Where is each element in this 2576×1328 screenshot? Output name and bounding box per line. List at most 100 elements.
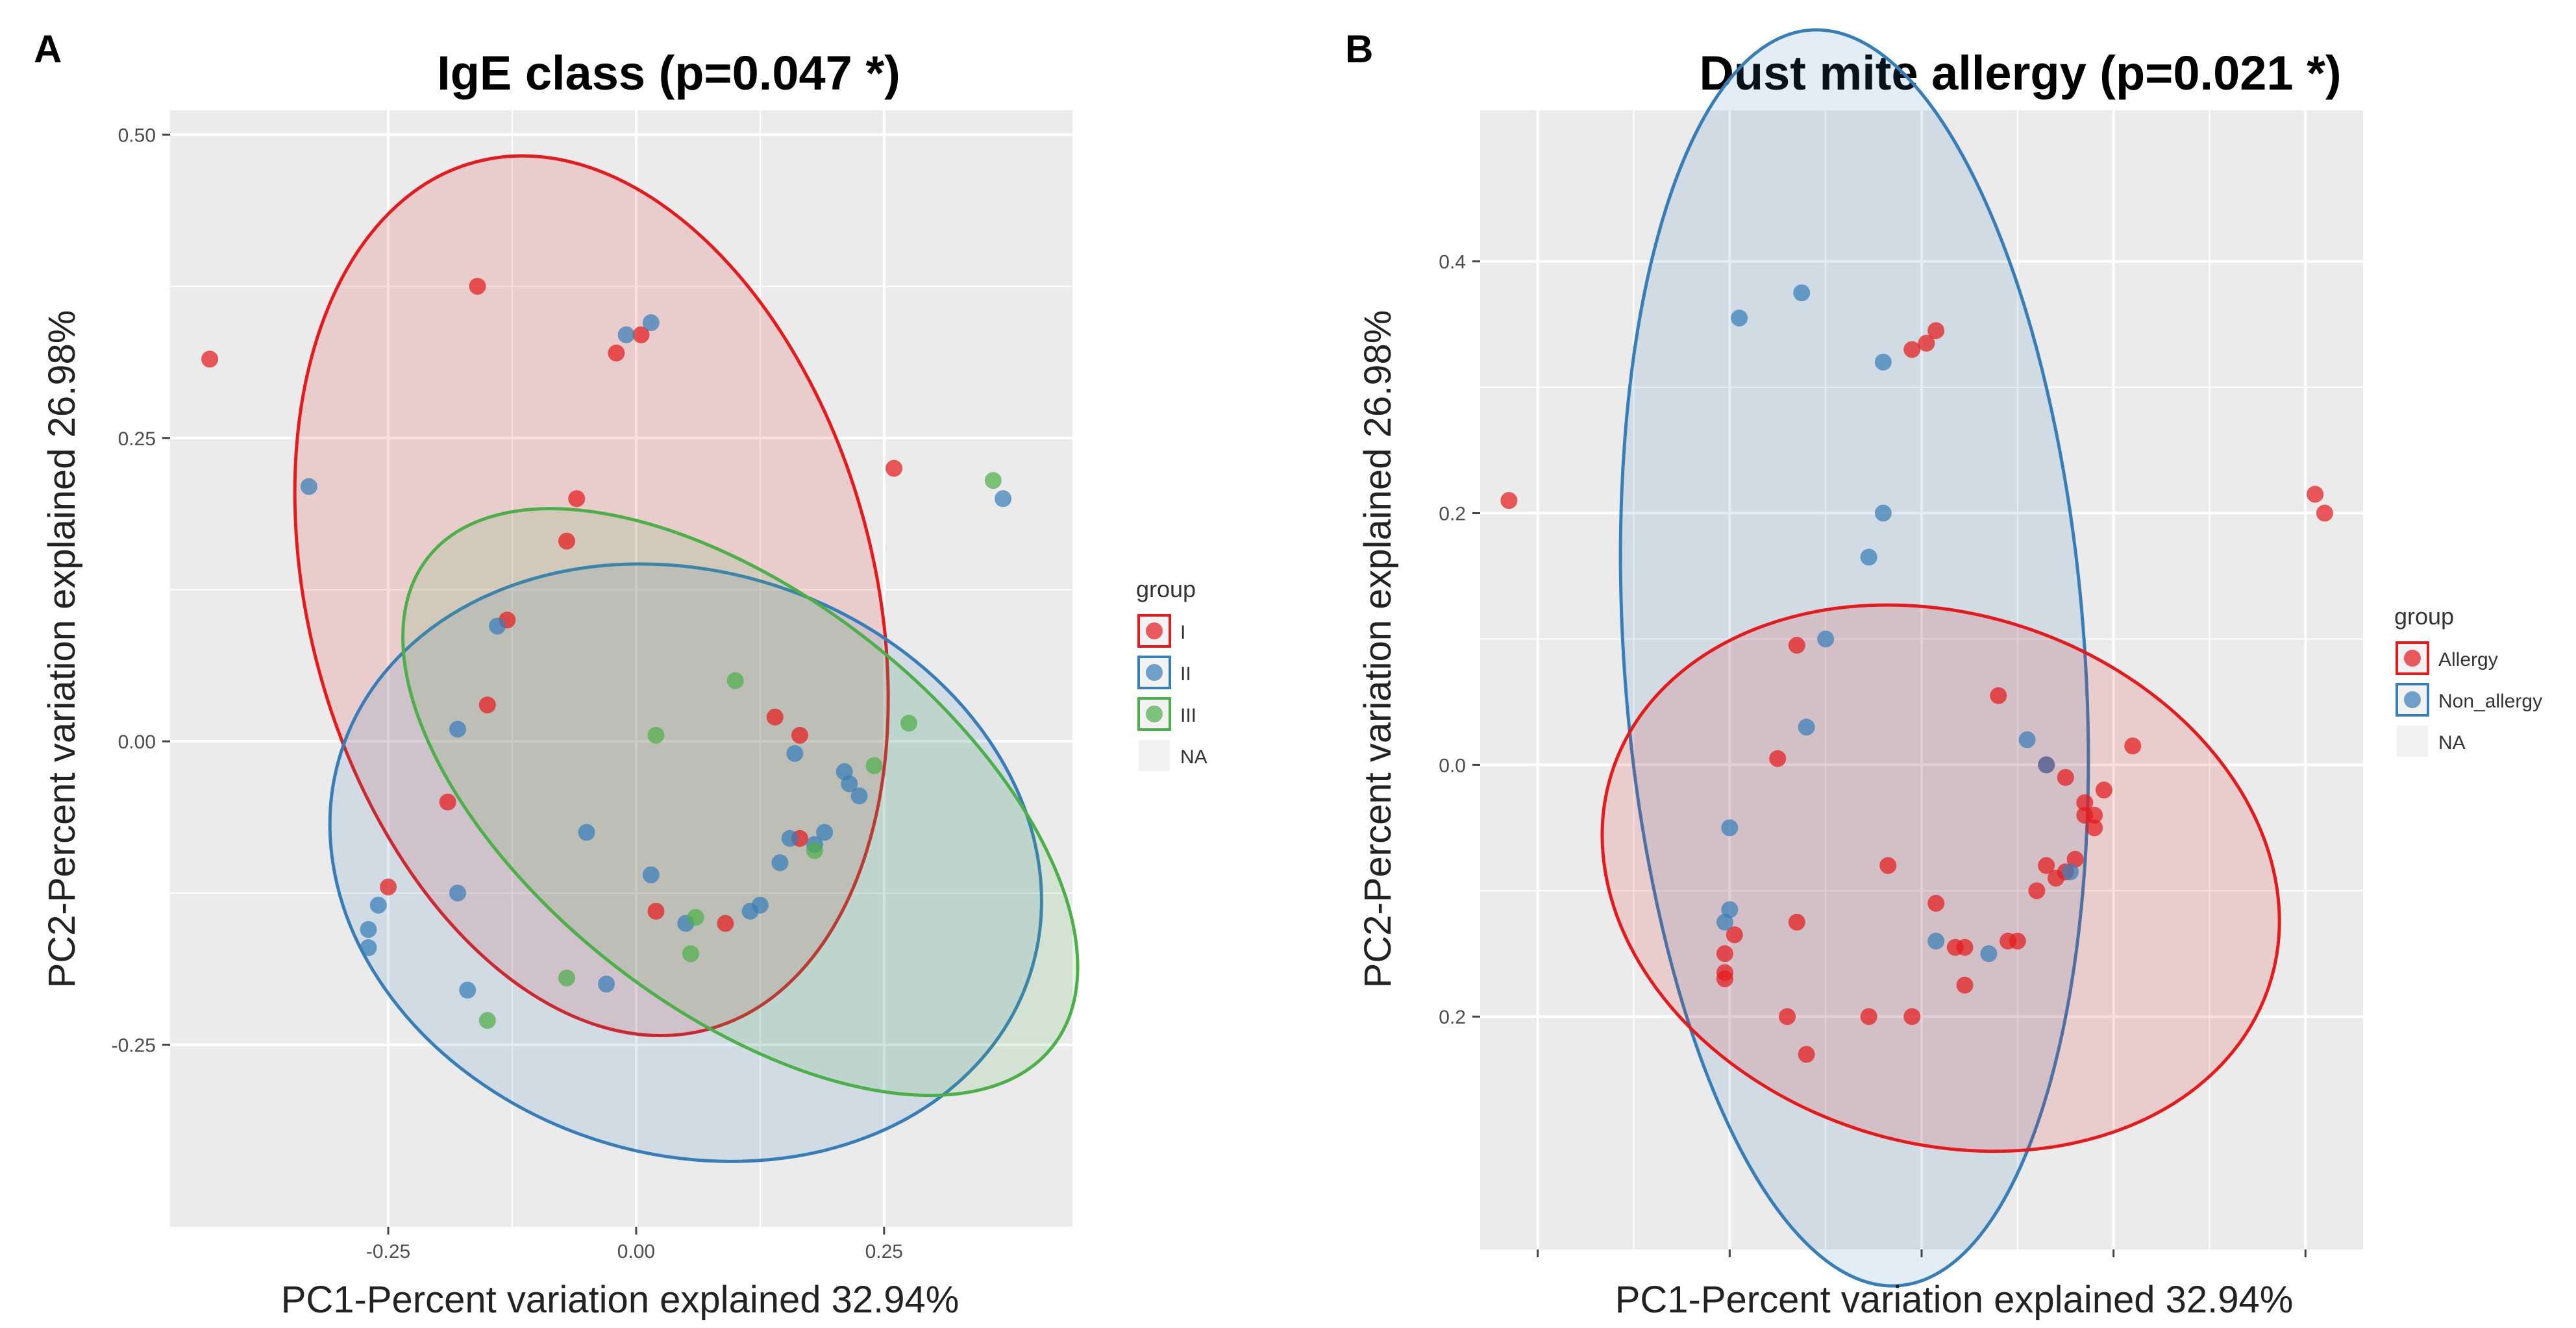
panel-b-point-non-allergy [1716, 913, 1733, 931]
panel-b-x-axis-label: PC1-Percent variation explained 32.94% [1615, 1279, 2294, 1321]
panel-a-ellipse-ii [328, 562, 1043, 1163]
panel-b-point-allergy [1769, 750, 1787, 767]
panel-b-point-non-allergy [2038, 756, 2055, 774]
panel-b-point-non-allergy [1721, 819, 1739, 837]
panel-b-y-tick-label: 0.2 [1439, 1007, 1466, 1028]
panel-a-point-iii [900, 715, 917, 732]
panel-b-point-allergy [1927, 894, 1945, 912]
panel-b-ellipse-non-allergy [1618, 28, 2090, 1288]
panel-b-points [1500, 284, 2333, 1063]
panel-b-point-allergy [2095, 781, 2112, 799]
panel-a-grid [170, 110, 1072, 1227]
panel-a-y-tick-label: -0.25 [112, 1035, 156, 1057]
panel-b-legend-dot-non-allergy [2404, 691, 2421, 708]
panel-a-point-i [717, 915, 734, 932]
panel-a-point-ii [489, 617, 506, 635]
panel-a-point-iii [726, 672, 744, 689]
panel-a-point-i [469, 278, 486, 295]
panel-a-x-tick-label: 0.25 [865, 1241, 903, 1262]
panel-a-point-ii [642, 314, 660, 332]
panel-a-point-ii [598, 976, 615, 993]
panel-b-point-allergy [1788, 913, 1805, 931]
panel-a-point-iii [558, 969, 575, 987]
panel-a-point-ii [850, 787, 868, 805]
panel-a-y-ticks: -0.25 0.00 0.25 0.50 [112, 125, 170, 1057]
panel-a-point-ii [300, 478, 317, 495]
panel-a-x-ticks: -0.25 0.00 0.25 [366, 1227, 903, 1262]
panel-a-point-ii [816, 824, 834, 841]
panel-a-legend-dot-iii [1146, 706, 1163, 722]
panel-a-point-ii [617, 326, 635, 343]
panel-a-legend-key-iii [1137, 697, 1171, 731]
panel-b-point-allergy [1927, 322, 1945, 339]
panel-a-point-iii [865, 757, 883, 774]
panel-a-point-i [380, 878, 397, 896]
panel-a-point-ii [781, 830, 799, 847]
panel-b-y-axis-label: PC2-Percent variation explained 26.98% [1357, 310, 1399, 989]
panel-b-y-ticks: 0.4 0.2 0.0 0.2 [1439, 252, 1480, 1028]
panel-a-point-i [201, 350, 219, 368]
panel-a-point-iii [682, 945, 699, 963]
panel-b-point-allergy [2307, 486, 2324, 503]
panel-a-ellipse-i [293, 154, 890, 1037]
panel-a-point-ii [360, 920, 377, 938]
panel-a-point-iii [647, 726, 665, 744]
panel-b-point-non-allergy [1798, 719, 1815, 736]
panel-b-grid [1480, 110, 2363, 1249]
panel-a-point-iii [478, 1012, 496, 1029]
panel-a-point-ii [995, 490, 1012, 508]
panel-a-point-i [568, 490, 586, 508]
panel-b-legend-label-na: NA [2438, 732, 2466, 754]
panel-a-point-ii [449, 884, 466, 902]
panel-b-point-non-allergy [1927, 932, 1945, 950]
panel-a-point-i [439, 793, 456, 811]
panel-a: A IgE class (p=0.047 *) -0.25 0.00 0.25 0.5… [34, 27, 1208, 1321]
panel-a-x-tick-label: 0.00 [617, 1241, 655, 1262]
panel-a-x-axis-label: PC1-Percent variation explained 32.94% [281, 1279, 960, 1321]
panel-a-point-ii [786, 744, 804, 762]
panel-a-point-i [886, 460, 903, 477]
panel-a-points [201, 278, 1012, 1029]
panel-b-point-allergy [1726, 926, 1743, 944]
panel-a-point-ii [642, 866, 660, 883]
panel-a-point-i [647, 902, 665, 920]
panel-b: B Dust mite allergy (p=0.021 *) 0.40.20.… [1345, 27, 2542, 1321]
panel-a-point-ii [459, 981, 477, 999]
panel-a-x-tick-label: -0.25 [366, 1241, 410, 1262]
panel-a-point-ii [360, 939, 377, 956]
panel-a-ellipses [293, 154, 1080, 1163]
panel-b-point-non-allergy [1731, 309, 1748, 326]
panel-b-ellipses [1600, 28, 2281, 1288]
panel-b-point-allergy [1860, 1008, 1877, 1026]
panel-b-point-allergy [2038, 857, 2055, 874]
panel-a-legend-key-na [1139, 740, 1170, 771]
panel-b-legend-key-na [2397, 726, 2428, 757]
panel-a-point-ii [449, 720, 466, 738]
panel-b-point-allergy [1500, 492, 1518, 510]
panel-a-point-i [608, 344, 625, 362]
panel-a-legend-dot-ii [1146, 664, 1163, 681]
panel-b-legend-label-non-allergy: Non_allergy [2438, 691, 2542, 712]
panel-a-point-i [478, 696, 496, 714]
panel-b-point-allergy [1903, 1008, 1921, 1026]
panel-a-point-i [791, 726, 808, 744]
panel-b-ellipse-allergy [1600, 603, 2281, 1153]
panel-b-point-allergy [1788, 637, 1805, 654]
panel-b-point-non-allergy [2018, 731, 2036, 748]
panel-a-point-ii [369, 896, 387, 914]
panel-b-point-allergy [2086, 806, 2103, 824]
panel-b-x-ticks [1537, 1249, 2307, 1257]
panel-b-point-allergy [1779, 1008, 1796, 1026]
panel-a-point-ii [751, 896, 769, 914]
panel-b-point-allergy [1716, 970, 1733, 988]
panel-b-y-tick-label: 0.2 [1439, 504, 1466, 525]
panel-b-legend-title: group [2394, 603, 2454, 630]
panel-a-ellipse-iii [401, 507, 1080, 1098]
panel-b-point-allergy [2028, 882, 2046, 900]
panel-a-title: IgE class (p=0.047 *) [437, 46, 900, 100]
panel-b-y-tick-label: 0.4 [1439, 252, 1466, 273]
panel-a-point-i [766, 708, 784, 726]
panel-b-legend-label-allergy: Allergy [2438, 649, 2498, 670]
panel-b-point-allergy [1956, 939, 1974, 956]
